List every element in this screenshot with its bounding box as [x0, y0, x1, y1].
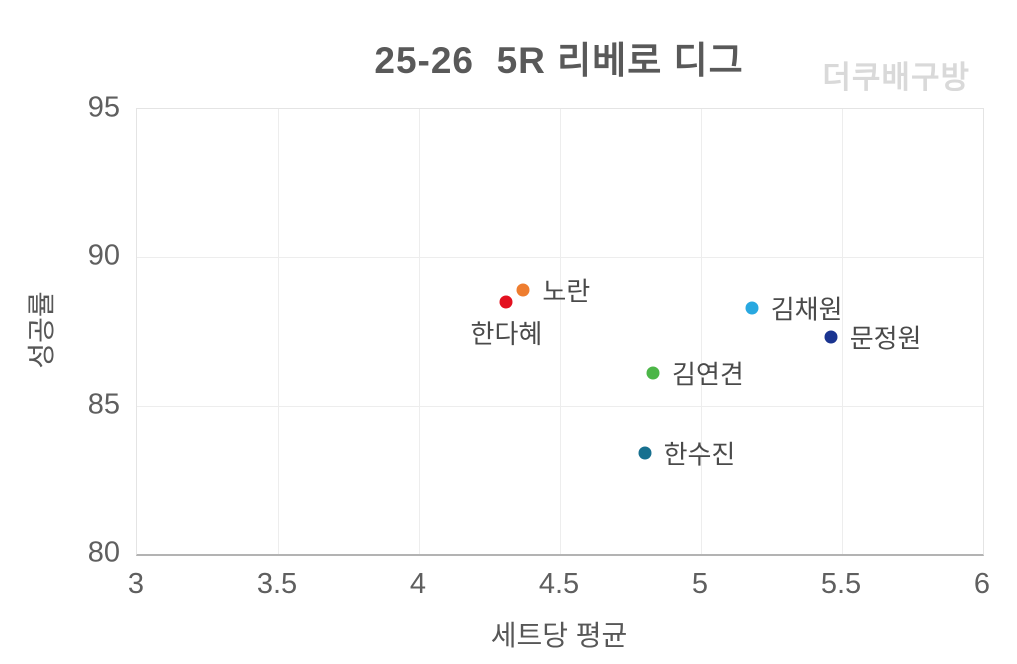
- chart-title: 25-26 5R 리베로 디그: [374, 40, 744, 81]
- data-point-김채원: [745, 301, 759, 315]
- data-point-한다혜: [499, 295, 513, 309]
- data-point-label-김연견: 김연견: [672, 359, 744, 390]
- gridline-horizontal: [137, 257, 983, 259]
- data-point-label-한수진: 한수진: [663, 439, 736, 470]
- watermark-text: 더쿠배구방: [822, 60, 970, 95]
- data-point-한수진: [638, 446, 652, 460]
- x-tick-label: 5.5: [820, 568, 862, 600]
- gridline-vertical: [701, 109, 702, 554]
- y-tick-label: 85: [87, 388, 120, 421]
- y-tick-label: 90: [87, 239, 120, 272]
- gridline-horizontal: [137, 405, 983, 407]
- data-point-문정원: [824, 330, 838, 344]
- gridline-vertical: [419, 109, 420, 554]
- y-tick-label: 95: [87, 91, 120, 124]
- gridline-vertical: [842, 109, 843, 554]
- gridline-vertical: [560, 109, 561, 554]
- x-tick-label: 4.5: [538, 568, 580, 600]
- x-tick-label: 5: [691, 568, 709, 600]
- x-tick-label: 4: [409, 568, 427, 600]
- data-point-김연견: [646, 366, 660, 380]
- x-tick-label: 3.5: [256, 568, 298, 600]
- data-point-label-문정원: 문정원: [849, 323, 922, 354]
- y-axis-label: 성공률: [26, 291, 57, 369]
- x-tick-label: 3: [127, 568, 145, 600]
- data-point-label-김채원: 김채원: [770, 294, 843, 325]
- gridline-vertical: [278, 109, 279, 554]
- y-tick-label: 80: [87, 536, 120, 569]
- x-axis-label: 세트당 평균: [490, 620, 628, 651]
- data-point-노란: [516, 283, 530, 297]
- data-point-label-한다혜: 한다혜: [470, 318, 543, 349]
- x-tick-label: 6: [973, 568, 991, 600]
- data-point-label-노란: 노란: [542, 276, 591, 307]
